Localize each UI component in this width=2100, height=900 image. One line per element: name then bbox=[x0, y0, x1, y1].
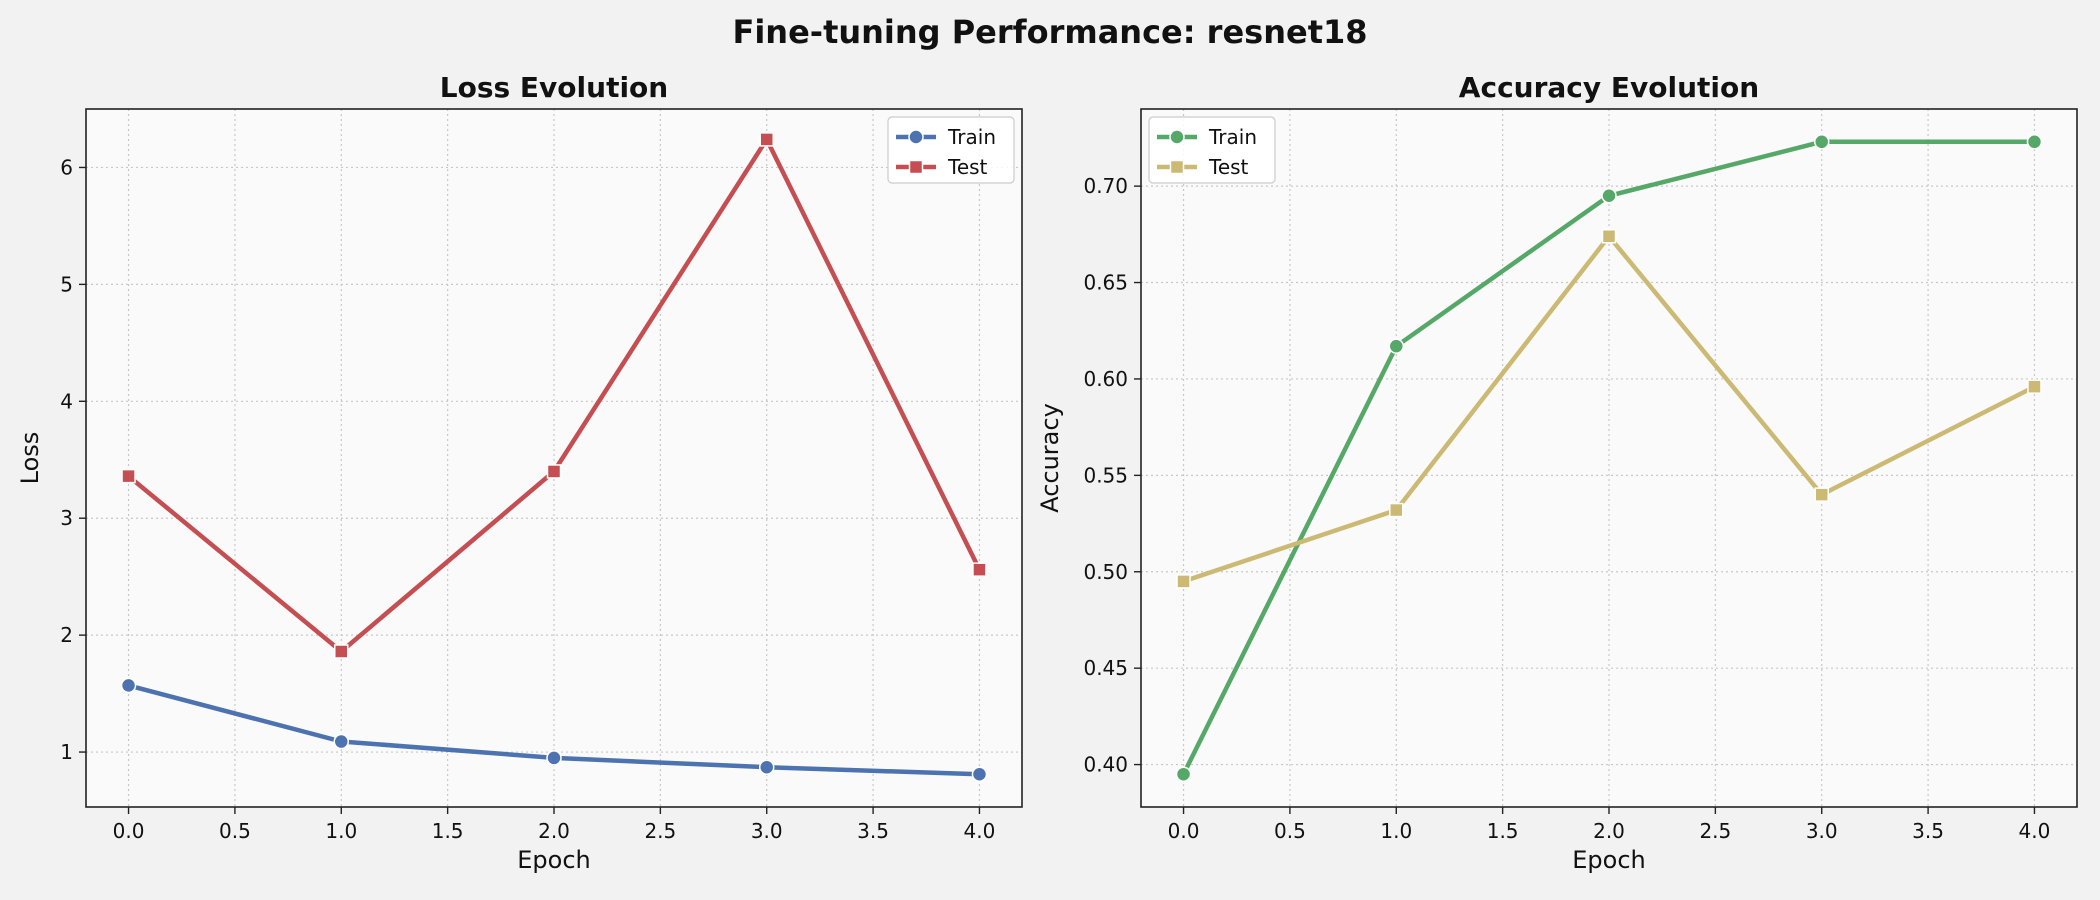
loss-legend-label-train: Train bbox=[947, 125, 996, 149]
loss-series-test-point bbox=[546, 464, 562, 479]
accuracy-y-tick-label: 0.40 bbox=[1083, 753, 1128, 777]
loss-plot-area bbox=[86, 109, 1022, 807]
loss-y-tick-label: 5 bbox=[60, 272, 73, 296]
loss-y-tick-label: 6 bbox=[60, 155, 73, 179]
accuracy-legend-label-train: Train bbox=[1208, 125, 1257, 149]
accuracy-x-tick-label: 3.5 bbox=[1912, 819, 1944, 843]
accuracy-series-train-point bbox=[1813, 134, 1830, 150]
loss-y-tick-label: 4 bbox=[60, 389, 73, 413]
accuracy-y-tick-label: 0.65 bbox=[1083, 271, 1128, 295]
loss-x-tick-label: 1.5 bbox=[432, 819, 464, 843]
loss-series-train-point bbox=[758, 759, 775, 775]
accuracy-legend-marker-train bbox=[1169, 129, 1185, 145]
loss-series-train-point bbox=[120, 677, 137, 694]
accuracy-y-tick-label: 0.55 bbox=[1083, 463, 1128, 487]
figure-title: Fine-tuning Performance: resnet18 bbox=[732, 13, 1367, 51]
loss-legend-marker-train bbox=[908, 129, 924, 145]
accuracy-legend-marker-test bbox=[1169, 159, 1185, 175]
accuracy-series-train-point bbox=[2026, 134, 2043, 150]
accuracy-series-test-point bbox=[1389, 502, 1404, 518]
accuracy-legend: Train Test bbox=[1148, 116, 1276, 184]
accuracy-x-tick-label: 2.0 bbox=[1593, 819, 1625, 843]
accuracy-x-tick-label: 0.0 bbox=[1168, 819, 1200, 843]
loss-series-test-point bbox=[972, 562, 987, 577]
loss-x-tick-label: 3.5 bbox=[857, 819, 889, 843]
accuracy-chart: 0.0 0.5 1.0 1.5 2.0 2.5 3.0 3.5 4.0 0.40 0.45 0.50 0… bbox=[1036, 71, 2078, 874]
loss-series-train-point bbox=[333, 733, 350, 750]
loss-x-tick-label: 0.5 bbox=[219, 819, 251, 843]
loss-legend-label-test: Test bbox=[947, 155, 988, 179]
accuracy-x-tick-label: 4.0 bbox=[2019, 819, 2051, 843]
accuracy-series-train-point bbox=[1601, 188, 1617, 204]
accuracy-x-axis-label: Epoch bbox=[1572, 846, 1646, 874]
accuracy-x-tick-label: 1.5 bbox=[1487, 819, 1519, 843]
loss-series-test-point bbox=[334, 644, 349, 659]
loss-x-tick-label: 2.5 bbox=[644, 819, 676, 843]
accuracy-legend-label-test: Test bbox=[1208, 155, 1249, 179]
accuracy-series-test-point bbox=[1176, 574, 1191, 589]
accuracy-series-train-point bbox=[1388, 338, 1405, 354]
loss-x-axis-label: Epoch bbox=[517, 846, 591, 874]
loss-series-train-point bbox=[546, 750, 562, 766]
accuracy-series-test-point bbox=[1814, 487, 1829, 502]
loss-y-tick-label: 2 bbox=[60, 623, 73, 647]
loss-y-tick-label: 1 bbox=[60, 740, 73, 764]
accuracy-plot-area bbox=[1141, 109, 2077, 807]
loss-series-test-point bbox=[759, 132, 774, 147]
accuracy-y-tick-label: 0.45 bbox=[1083, 656, 1128, 680]
accuracy-y-axis-label: Accuracy bbox=[1036, 403, 1064, 513]
accuracy-x-tick-label: 1.0 bbox=[1380, 819, 1412, 843]
accuracy-y-tick-label: 0.50 bbox=[1083, 560, 1128, 584]
accuracy-x-tick-label: 2.5 bbox=[1699, 819, 1731, 843]
loss-x-tick-label: 1.0 bbox=[325, 819, 357, 843]
accuracy-series-test-point bbox=[2027, 379, 2042, 394]
accuracy-series-test-point bbox=[1601, 229, 1617, 244]
accuracy-y-tick-label: 0.60 bbox=[1083, 367, 1128, 391]
accuracy-x-tick-label: 0.5 bbox=[1274, 819, 1306, 843]
loss-y-tick-label: 3 bbox=[60, 506, 73, 530]
accuracy-y-tick-label: 0.70 bbox=[1083, 174, 1128, 198]
accuracy-series-train-point bbox=[1175, 766, 1192, 782]
loss-series-test-point bbox=[121, 468, 136, 484]
loss-chart-title: Loss Evolution bbox=[440, 71, 668, 104]
loss-chart: 0.0 0.5 1.0 1.5 2.0 2.5 3.0 3.5 4.0 1 2 3 4 5 6 Loss Ev… bbox=[16, 71, 1023, 874]
loss-legend: Train Test bbox=[887, 116, 1015, 184]
loss-x-tick-label: 4.0 bbox=[964, 819, 996, 843]
loss-series-train-point bbox=[971, 766, 988, 783]
accuracy-x-tick-label: 3.0 bbox=[1806, 819, 1838, 843]
loss-x-tick-label: 2.0 bbox=[538, 819, 570, 843]
accuracy-chart-title: Accuracy Evolution bbox=[1459, 71, 1759, 104]
loss-y-axis-label: Loss bbox=[16, 432, 44, 485]
loss-x-tick-label: 3.0 bbox=[751, 819, 783, 843]
loss-legend-marker-test bbox=[908, 159, 924, 175]
loss-x-tick-label: 0.0 bbox=[113, 819, 145, 843]
